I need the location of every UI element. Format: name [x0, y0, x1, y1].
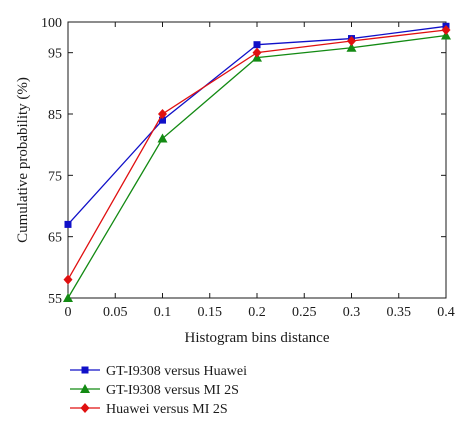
x-tick-label: 0.05 [103, 305, 128, 320]
data-point [157, 133, 168, 143]
legend-item: Huawei versus MI 2S [70, 402, 228, 417]
data-point [159, 116, 166, 124]
series-line [67, 29, 447, 280]
y-tick-label: 85 [48, 108, 62, 123]
x-tick-label: 0.35 [387, 305, 412, 320]
x-tick-label: 0.1 [154, 305, 172, 320]
x-tick-label: 0.3 [343, 305, 361, 320]
legend-label: GT-I9308 versus MI 2S [106, 383, 239, 398]
x-tick-label: 0 [65, 305, 72, 320]
data-point [252, 47, 262, 58]
legend-marker [80, 403, 90, 413]
x-axis-label: Histogram bins distance [185, 330, 330, 346]
x-tick-label: 0.15 [198, 305, 223, 320]
data-point [253, 41, 261, 49]
data-point [63, 274, 73, 285]
y-tick-label: 75 [48, 169, 62, 184]
y-axis-label: Cumulative probability (%) [15, 77, 31, 243]
series-line [67, 34, 447, 299]
legend-marker [80, 384, 90, 393]
data-point [346, 42, 357, 52]
series-layer [63, 22, 451, 302]
data-point [441, 24, 451, 35]
legend-label: Huawei versus MI 2S [106, 402, 228, 417]
legend-item: GT-I9308 versus MI 2S [70, 383, 239, 398]
series-3 [63, 24, 451, 285]
legend-label: GT-I9308 versus Huawei [106, 364, 247, 379]
x-tick-label: 0.4 [437, 305, 455, 320]
data-point [441, 30, 451, 40]
y-tick-label: 95 [48, 47, 62, 62]
x-tick-label: 0.25 [292, 305, 317, 320]
legend-marker [81, 366, 89, 374]
data-point [64, 220, 72, 228]
plot-frame [67, 21, 447, 299]
data-point [347, 36, 356, 47]
data-point [63, 293, 73, 302]
y-tick-label: 65 [48, 231, 62, 246]
data-point [158, 109, 167, 119]
legend-item: GT-I9308 versus Huawei [70, 364, 247, 379]
y-tick-label: 100 [41, 16, 62, 31]
x-tick-label: 0.2 [248, 305, 266, 320]
ticks-layer: 0 0.05 0.1 0.15 0.2 0.25 0.3 0.35 0.4 55 65 75 85 95 1… [41, 16, 455, 320]
y-tick-label: 55 [48, 292, 62, 307]
legend: GT-I9308 versus Huawei GT-I9308 versus MI… [70, 364, 247, 417]
